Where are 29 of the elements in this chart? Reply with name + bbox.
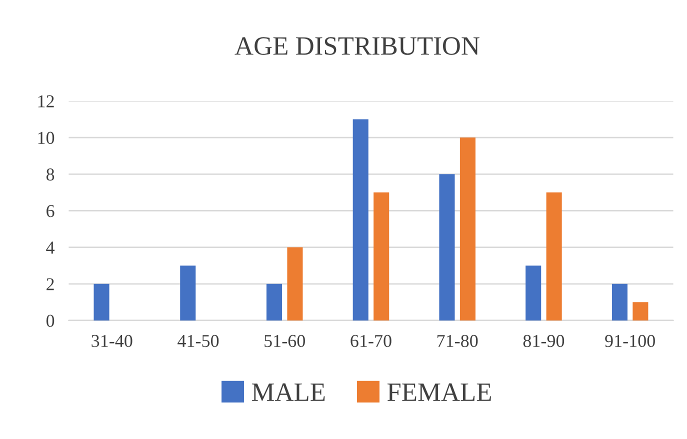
legend-label: FEMALE bbox=[387, 383, 491, 401]
y-tick-label: 10 bbox=[38, 132, 54, 144]
bar bbox=[352, 119, 368, 320]
bar bbox=[266, 284, 282, 320]
bar bbox=[180, 266, 196, 320]
legend-label: MALE bbox=[252, 383, 325, 401]
y-tick-label: 8 bbox=[46, 168, 54, 181]
bar bbox=[526, 266, 542, 320]
bar bbox=[439, 174, 455, 320]
x-tick-label: 51-60 bbox=[264, 334, 305, 348]
bar bbox=[460, 138, 476, 320]
x-tick-label: 81-90 bbox=[523, 334, 564, 348]
bar bbox=[287, 247, 303, 320]
chart-title: AGE DISTRIBUTION bbox=[234, 37, 480, 55]
bar bbox=[94, 284, 110, 320]
x-tick-label: 61-70 bbox=[350, 334, 392, 348]
y-tick-label: 2 bbox=[46, 278, 54, 290]
y-tick-label: 12 bbox=[38, 95, 54, 108]
x-tick-label: 71-80 bbox=[437, 334, 478, 348]
bar bbox=[546, 192, 562, 320]
bar bbox=[612, 284, 628, 320]
y-tick-label: 6 bbox=[46, 205, 54, 218]
bar bbox=[632, 302, 648, 320]
y-tick-label: 0 bbox=[46, 314, 54, 327]
bar bbox=[374, 192, 390, 320]
y-tick-label: 4 bbox=[46, 242, 55, 254]
x-tick-label: 31-40 bbox=[92, 334, 132, 348]
x-tick-label: 41-50 bbox=[178, 334, 219, 348]
x-tick-label: 91-100 bbox=[605, 334, 655, 348]
